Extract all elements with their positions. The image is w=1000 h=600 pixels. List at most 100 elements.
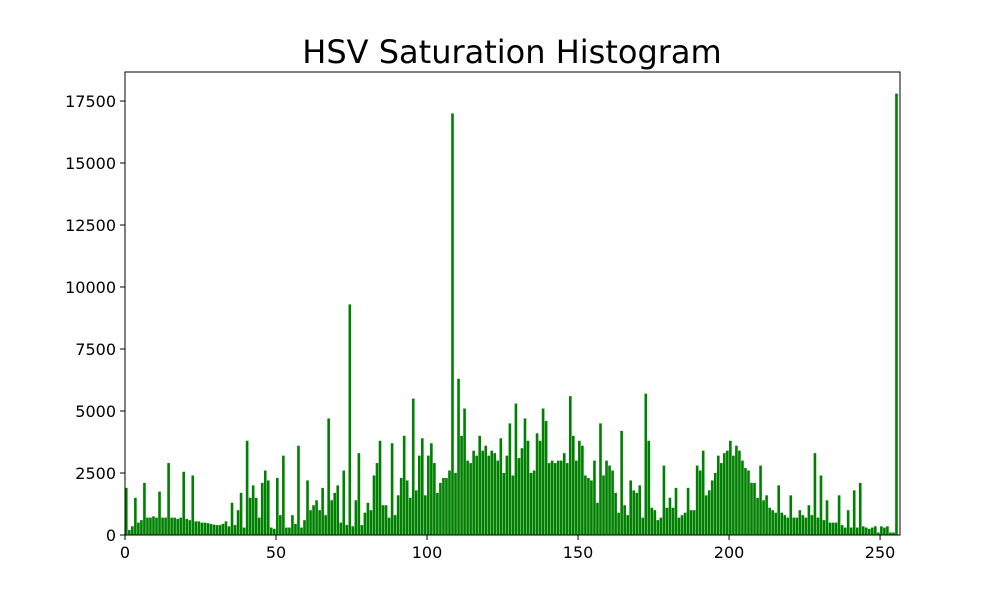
bar xyxy=(553,463,557,535)
bar xyxy=(629,480,633,535)
bar xyxy=(611,470,614,535)
bar xyxy=(327,418,330,535)
bar xyxy=(445,477,448,535)
bar xyxy=(191,475,195,535)
bar xyxy=(834,522,838,535)
bar xyxy=(269,527,273,535)
bar xyxy=(565,463,569,535)
bar xyxy=(608,465,611,535)
bar xyxy=(272,528,276,535)
bar xyxy=(653,510,657,535)
bar xyxy=(517,458,521,535)
bar xyxy=(396,495,400,535)
bar xyxy=(248,497,252,535)
bar xyxy=(786,517,790,535)
bar xyxy=(167,463,170,535)
bar xyxy=(245,440,249,535)
bar xyxy=(861,526,865,535)
bar xyxy=(333,492,337,535)
bar xyxy=(822,520,826,535)
bar xyxy=(490,450,494,535)
bar xyxy=(620,430,623,535)
bar xyxy=(463,408,466,535)
bar xyxy=(623,505,626,535)
bar xyxy=(266,480,270,535)
bar xyxy=(227,526,231,535)
bar xyxy=(309,510,312,535)
bar xyxy=(430,443,433,535)
bar xyxy=(221,523,225,535)
bar xyxy=(254,497,258,535)
bar xyxy=(849,527,853,535)
bar xyxy=(251,485,255,535)
bar xyxy=(617,512,620,535)
bar xyxy=(384,505,388,535)
bar xyxy=(330,500,333,535)
x-tick-label: 200 xyxy=(714,543,745,562)
bar xyxy=(390,443,394,535)
bar xyxy=(279,515,282,535)
bar xyxy=(825,500,829,535)
x-tick-label: 250 xyxy=(865,543,896,562)
bar xyxy=(152,516,155,535)
bar xyxy=(424,495,427,535)
bar xyxy=(602,475,605,535)
bar xyxy=(161,517,164,535)
bar xyxy=(840,525,844,535)
chart-title: HSV Saturation Histogram xyxy=(302,33,721,71)
bar xyxy=(303,520,306,535)
bar xyxy=(439,482,442,535)
bar xyxy=(680,515,684,535)
bar xyxy=(587,477,590,535)
bar xyxy=(729,440,732,535)
bar xyxy=(750,482,753,535)
y-tick-label: 0 xyxy=(106,526,116,545)
bar xyxy=(713,473,717,535)
bar xyxy=(417,455,421,535)
bar xyxy=(753,482,756,535)
bar xyxy=(590,480,593,535)
bar xyxy=(526,440,530,535)
bar xyxy=(762,500,765,535)
bar xyxy=(780,512,784,535)
bar xyxy=(366,502,370,535)
bar xyxy=(719,463,723,535)
bar xyxy=(351,526,355,535)
bar xyxy=(511,475,515,535)
bar xyxy=(218,525,222,535)
bar xyxy=(644,393,648,535)
bar xyxy=(801,515,805,535)
bar xyxy=(188,520,192,535)
x-tick-label: 0 xyxy=(120,543,130,562)
bar xyxy=(487,455,491,535)
bar xyxy=(858,482,862,535)
bar xyxy=(324,515,327,535)
bar xyxy=(505,455,509,535)
bar xyxy=(140,520,143,535)
bar xyxy=(656,520,660,535)
bar xyxy=(568,396,572,535)
bar xyxy=(206,523,210,535)
y-tick-label: 7500 xyxy=(75,340,116,359)
bar xyxy=(402,435,406,535)
bar xyxy=(747,470,750,535)
bar xyxy=(137,522,140,535)
bar xyxy=(288,527,291,535)
bar xyxy=(704,495,708,535)
bar xyxy=(677,517,681,535)
bar xyxy=(707,490,711,535)
bar xyxy=(427,455,430,535)
bar xyxy=(143,482,146,535)
bar xyxy=(874,526,877,535)
bar xyxy=(759,465,762,535)
bar xyxy=(575,460,578,535)
bar xyxy=(544,420,548,535)
y-tick-label: 12500 xyxy=(65,216,116,235)
bar xyxy=(263,470,267,535)
bar xyxy=(795,517,799,535)
bar xyxy=(659,517,663,535)
bar xyxy=(128,530,131,535)
bar xyxy=(593,460,596,535)
bar xyxy=(484,445,488,535)
